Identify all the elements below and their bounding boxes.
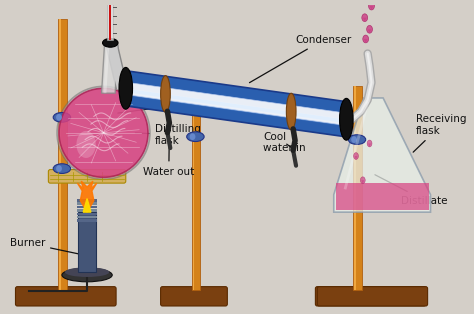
Ellipse shape xyxy=(340,100,352,138)
Ellipse shape xyxy=(65,267,109,277)
Bar xyxy=(354,86,356,290)
Polygon shape xyxy=(368,29,372,33)
Bar xyxy=(77,206,97,208)
Text: Burner: Burner xyxy=(9,238,84,255)
Ellipse shape xyxy=(363,35,369,43)
Polygon shape xyxy=(355,156,357,160)
Ellipse shape xyxy=(119,68,133,109)
Ellipse shape xyxy=(348,135,366,144)
Bar xyxy=(108,0,113,40)
Bar xyxy=(77,199,97,202)
Polygon shape xyxy=(77,181,97,212)
Polygon shape xyxy=(125,82,347,125)
Text: Distillate: Distillate xyxy=(375,175,448,206)
Polygon shape xyxy=(83,198,91,212)
Ellipse shape xyxy=(339,98,353,140)
Polygon shape xyxy=(361,180,364,184)
Text: Receiving
flask: Receiving flask xyxy=(413,114,466,152)
Bar xyxy=(191,86,200,290)
FancyBboxPatch shape xyxy=(161,287,228,306)
Ellipse shape xyxy=(161,76,170,112)
Ellipse shape xyxy=(62,268,112,282)
Polygon shape xyxy=(101,45,118,93)
Ellipse shape xyxy=(53,112,71,122)
Bar xyxy=(77,216,97,219)
Ellipse shape xyxy=(190,133,195,140)
Ellipse shape xyxy=(360,177,365,184)
Ellipse shape xyxy=(76,131,96,158)
Ellipse shape xyxy=(351,136,357,143)
Polygon shape xyxy=(363,18,367,22)
Text: Water out: Water out xyxy=(143,135,194,176)
Bar xyxy=(192,86,194,290)
FancyBboxPatch shape xyxy=(317,287,428,306)
FancyBboxPatch shape xyxy=(16,287,116,306)
Ellipse shape xyxy=(354,153,358,160)
Text: Distilling
flask: Distilling flask xyxy=(135,124,201,146)
FancyBboxPatch shape xyxy=(48,170,126,183)
Bar xyxy=(77,209,97,212)
Ellipse shape xyxy=(102,39,118,47)
Ellipse shape xyxy=(53,164,71,173)
Polygon shape xyxy=(334,98,430,212)
Text: Condenser: Condenser xyxy=(249,35,351,83)
Bar xyxy=(58,19,67,290)
Polygon shape xyxy=(125,88,346,126)
Text: Thermometer: Thermometer xyxy=(0,313,1,314)
Bar xyxy=(77,203,97,205)
Bar xyxy=(353,86,362,290)
Ellipse shape xyxy=(56,165,62,172)
Text: Vapors: Vapors xyxy=(118,101,191,113)
Text: Cool
water in: Cool water in xyxy=(263,132,306,153)
FancyBboxPatch shape xyxy=(315,287,426,306)
Polygon shape xyxy=(364,39,368,43)
Ellipse shape xyxy=(59,88,148,177)
Ellipse shape xyxy=(367,25,373,33)
Polygon shape xyxy=(336,183,428,210)
Ellipse shape xyxy=(56,114,62,121)
Ellipse shape xyxy=(362,14,368,22)
Bar xyxy=(109,0,111,40)
Ellipse shape xyxy=(120,69,132,107)
Polygon shape xyxy=(103,45,109,93)
Ellipse shape xyxy=(369,2,374,10)
Ellipse shape xyxy=(187,132,204,142)
Polygon shape xyxy=(370,6,374,10)
Ellipse shape xyxy=(367,140,372,147)
Bar xyxy=(77,219,97,222)
Bar xyxy=(77,213,97,215)
Ellipse shape xyxy=(57,86,150,179)
Polygon shape xyxy=(368,143,371,147)
Bar xyxy=(78,212,96,272)
Ellipse shape xyxy=(286,93,296,130)
Polygon shape xyxy=(123,71,349,137)
Bar xyxy=(59,19,61,290)
